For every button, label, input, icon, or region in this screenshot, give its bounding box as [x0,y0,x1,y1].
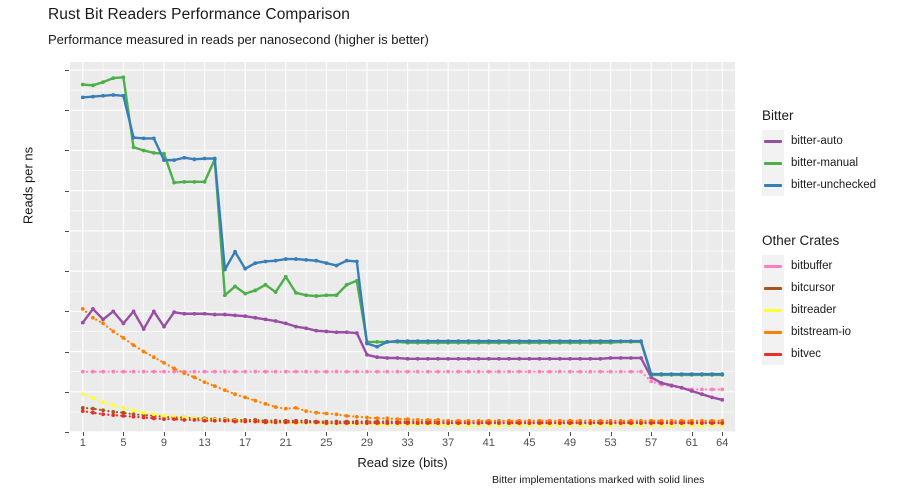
y-tick-mark [65,190,69,192]
x-tick-mark [366,432,368,436]
x-tick-mark [691,432,693,436]
grid-minor [70,62,735,432]
x-tick-mark [326,432,328,436]
y-axis-label: Reads per ns [20,146,36,225]
x-tick-label: 29 [360,437,374,449]
x-tick-label: 37 [442,437,455,449]
x-tick-label: 64 [716,437,729,449]
x-tick-label: 57 [645,437,658,449]
x-tick-label: 5 [120,437,127,449]
y-tick-mark [65,271,69,273]
x-tick-mark [651,432,653,436]
legend-item-label: bitreader [791,304,837,316]
series-bitvec [80,409,725,426]
x-tick-mark [488,432,490,436]
x-tick-mark [163,432,165,436]
x-tick-mark [407,432,409,436]
y-tick-mark [65,110,69,112]
legend-item-label: bitbuffer [791,260,833,272]
series-bitbuffer [80,369,725,392]
x-tick-label: 9 [160,437,168,449]
legend-swatch-icon [762,152,784,174]
x-tick-mark [82,432,84,436]
x-tick-mark [529,432,531,436]
x-tick-label: 53 [604,437,617,449]
legend-title: Other Crates [762,233,840,248]
y-tick-mark [65,432,69,433]
legend-other-crates: Other Crates bitbuffer bitcursor bitreader b… [762,233,851,365]
series-bitter-unchecked [80,93,725,376]
x-tick-label: 25 [320,437,333,449]
legend-item-label: bitcursor [791,282,836,294]
x-tick-mark [722,432,724,436]
plot-canvas [70,62,735,432]
grid-major [70,62,735,432]
chart-title: Rust Bit Readers Performance Comparison [48,6,350,23]
y-tick-mark [65,351,69,353]
legend-item-bitter-manual[interactable]: bitter-manual [762,152,876,174]
legend-swatch-icon [762,299,784,321]
x-tick-label: 17 [239,437,252,449]
legend-item-label: bitter-unchecked [791,179,877,191]
x-tick-mark [448,432,450,436]
legend-item-bitbuffer[interactable]: bitbuffer [762,255,851,277]
x-tick-label: 45 [523,437,536,449]
y-tick-mark [65,311,69,313]
x-tick-label: 33 [401,437,414,449]
legend-item-bitstream-io[interactable]: bitstream-io [762,321,851,343]
chart-caption: Bitter implementations marked with solid… [492,474,705,486]
x-tick-label: 41 [482,437,495,449]
legend-item-bitvec[interactable]: bitvec [762,343,851,365]
x-axis-label: Read size (bits) [357,455,448,470]
legend-item-label: bitstream-io [791,326,852,338]
legend-item-label: bitter-auto [791,135,843,147]
x-tick-label: 1 [79,437,86,449]
plot-panel [70,62,735,432]
x-tick-label: 61 [685,437,698,449]
x-tick-mark [569,432,571,436]
series-bitstream-io [80,307,725,423]
legend-item-bitter-auto[interactable]: bitter-auto [762,130,876,152]
chart-subtitle: Performance measured in reads per nanose… [48,32,429,47]
y-tick-mark [65,230,69,232]
x-tick-mark [204,432,206,436]
legend-swatch-icon [762,343,784,365]
x-tick-mark [245,432,247,436]
y-tick-mark [65,150,69,152]
legend-item-bitter-unchecked[interactable]: bitter-unchecked [762,174,876,196]
legend-swatch-icon [762,255,784,277]
x-tick-mark [610,432,612,436]
legend-item-label: bitvec [791,348,822,360]
x-tick-label: 13 [198,437,211,449]
legend-swatch-icon [762,174,784,196]
x-tick-mark [285,432,287,436]
legend-swatch-icon [762,321,784,343]
legend-bitter: Bitter bitter-auto bitter-manual bitter-unc… [762,108,876,196]
legend-item-bitcursor[interactable]: bitcursor [762,277,851,299]
legend-item-bitreader[interactable]: bitreader [762,299,851,321]
series-bitter-auto [80,307,725,402]
legend-item-label: bitter-manual [791,157,859,169]
legend-title: Bitter [762,108,794,123]
x-tick-mark [123,432,125,436]
y-tick-mark [65,391,69,393]
x-tick-label: 49 [563,437,577,449]
x-tick-label: 21 [279,437,292,449]
legend-swatch-icon [762,130,784,152]
legend-swatch-icon [762,277,784,299]
y-tick-mark [65,70,69,72]
